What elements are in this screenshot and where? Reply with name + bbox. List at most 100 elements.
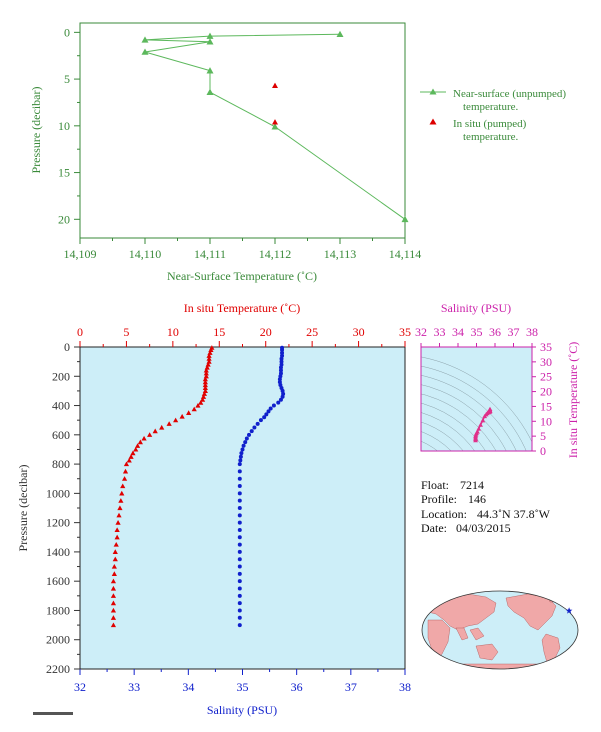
ts-y-tick-label: 35 [540,340,552,354]
salinity-point [277,377,282,382]
profile-y-tick-label: 200 [52,369,70,383]
salinity-point [237,601,242,606]
temperature-point [110,578,117,584]
temperature-point [195,402,201,408]
profile-y-tick-label: 0 [64,340,70,354]
near-surface-x-tick-label: 14,109 [64,247,97,261]
salinity-point [271,403,276,408]
profile-y-tick-label: 2000 [46,633,70,647]
profile-y-tick-label: 800 [52,457,70,471]
temperature-point [117,505,123,511]
ts-data [473,406,493,443]
salinity-point [237,498,242,503]
ts-y-tick-label: 0 [540,444,546,458]
salinity-point [237,535,242,540]
temperature-point [186,410,192,415]
profile-axes: 0 5 10 15 20 25 30 35 32 33 34 35 36 37 38 0 200 400 600 80… [46,325,411,694]
temperature-point [202,385,208,391]
temperature-point [203,373,209,379]
salinity-point [249,429,254,434]
salinity-point [280,347,285,352]
salinity-point [237,623,242,628]
temperature-point [110,600,117,606]
salinity-point [237,520,242,525]
profile-y-tick-label: 600 [52,428,70,442]
location-value: 44.3˚N 37.8˚W [477,507,551,521]
temperature-point [179,413,185,419]
salinity-point [237,491,242,496]
salinity-point [237,615,242,620]
temperature-point [112,556,118,562]
near-surface-pumped-point [272,119,278,125]
temperature-point [191,406,197,412]
salinity-point [243,440,248,445]
near-surface-chart: 14,109 14,110 14,111 14,112 14,113 14,114 0 5 10… [29,22,566,283]
temperature-point [111,563,117,569]
salinity-point [237,579,242,584]
temperature-point [115,520,121,525]
temperature-point [152,428,158,434]
salinity-point [238,458,243,463]
ts-point [478,422,483,427]
map-outline [421,590,579,670]
map-star-icon [565,607,573,614]
temperature-point [110,593,117,598]
near-surface-x-tick-label: 14,114 [389,247,422,261]
near-surface-unpumped-point [206,88,214,95]
ts-point [480,417,486,423]
profile-top-x-tick-label: 5 [123,325,129,339]
temperature-point [116,512,122,518]
profile-top-x-tick-label: 0 [77,325,83,339]
profile-top-x-tick-label: 20 [260,325,272,339]
ts-x-tick-label: 36 [489,325,501,339]
temperature-point [120,483,126,489]
profile-top-x-tick-label: 15 [213,325,225,339]
near-surface-ylabel: Pressure (decibar) [29,87,43,174]
temperature-point [201,391,208,396]
temperature-point [112,549,118,554]
salinity-point [258,418,263,423]
salinity-point [264,412,269,417]
profile-y-tick-label: 1800 [46,603,70,617]
near-surface-axes: 14,109 14,110 14,111 14,112 14,113 14,114 0 5 10… [58,25,421,261]
temperature-point [126,457,132,463]
profile-bottom-x-tick-label: 33 [128,680,140,694]
temperature-point [110,622,117,628]
near-surface-unpumped-point [141,48,149,55]
legend-label-pumped-2: temperature. [463,131,519,143]
temperature-point [110,615,117,620]
temperature-point [173,417,179,423]
salinity-point [238,454,243,459]
salinity-point [240,447,245,452]
near-surface-y-tick-label: 15 [58,166,70,180]
near-surface-x-tick-label: 14,111 [194,247,226,261]
salinity-point [266,409,271,414]
profile-bottom-x-tick-label: 36 [291,680,303,694]
footer-text-mark [33,712,73,715]
ts-point [475,429,480,434]
salinity-point [276,400,281,405]
near-surface-legend: Near-surface (unpumped) temperature. In … [420,88,566,143]
temperature-point [206,353,212,358]
salinity-point [252,425,257,430]
profile-bottom-x-tick-label: 38 [399,680,411,694]
temperature-point [208,347,214,353]
legend-label-unpumped-2: temperature. [463,101,519,113]
map-australia [475,643,499,661]
salinity-point [237,506,242,510]
legend-marker-pumped [429,118,437,125]
salinity-point [280,350,285,355]
near-surface-y-tick-label: 5 [64,72,70,86]
profile-y-tick-label: 400 [52,399,70,413]
salinity-point [239,451,244,456]
ts-x-tick-label: 33 [434,325,446,339]
near-surface-unpumped-point [401,215,409,223]
near-surface-xlabel: Near-Surface Temperature (˚C) [167,269,317,283]
profile-data [110,345,286,628]
profile-bottom-x-tick-label: 35 [237,680,249,694]
near-surface-unpumped-point [206,32,214,39]
salinity-point [279,356,284,361]
salinity-point [237,484,242,489]
profile-plot-area [79,346,406,670]
